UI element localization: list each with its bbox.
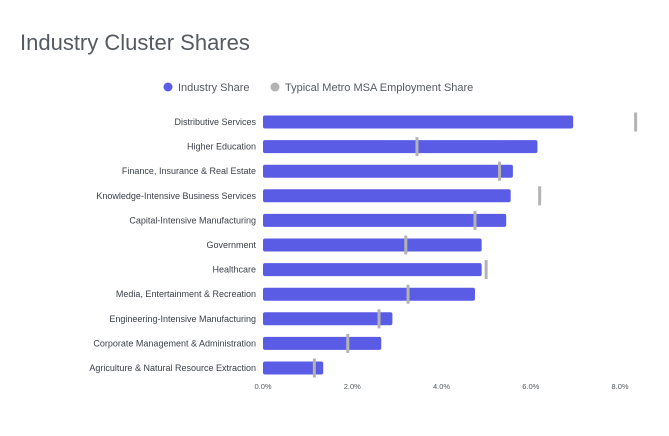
- bar-industry-share: [263, 287, 475, 301]
- marker-typical-metro-share: [377, 309, 381, 329]
- marker-typical-metro-share: [406, 284, 410, 304]
- marker-typical-metro-share: [498, 161, 502, 181]
- legend-label-industry-share: Industry Share: [178, 82, 250, 94]
- marker-typical-metro-share: [404, 235, 408, 255]
- category-label: Engineering-Intensive Manufacturing: [109, 314, 256, 324]
- category-label: Finance, Insurance & Real Estate: [122, 166, 256, 176]
- legend-swatch-typical-metro: [270, 82, 280, 92]
- bar-industry-share: [263, 164, 513, 178]
- bar-industry-share: [263, 361, 324, 375]
- marker-typical-metro-share: [473, 210, 477, 230]
- legend-label-typical-metro: Typical Metro MSA Employment Share: [285, 82, 473, 94]
- category-label: Corporate Management & Administration: [93, 338, 256, 348]
- category-label: Healthcare: [212, 265, 256, 275]
- category-label: Knowledge-Intensive Business Services: [96, 191, 256, 201]
- category-label: Higher Education: [187, 142, 256, 152]
- bar-industry-share: [263, 312, 393, 326]
- bar-industry-share: [263, 140, 538, 154]
- legend-swatch-industry-share: [163, 82, 173, 92]
- x-tick-label: 4.0%: [433, 382, 450, 391]
- category-label: Capital-Intensive Manufacturing: [129, 215, 256, 225]
- category-label: Government: [206, 240, 256, 250]
- marker-typical-metro-share: [634, 112, 638, 132]
- bar-industry-share: [263, 213, 507, 227]
- x-tick-label: 2.0%: [344, 382, 361, 391]
- chart-title: Industry Cluster Shares: [20, 30, 250, 55]
- marker-typical-metro-share: [538, 186, 542, 206]
- x-tick-label: 6.0%: [522, 382, 539, 391]
- marker-typical-metro-share: [415, 137, 419, 157]
- bar-industry-share: [263, 115, 574, 129]
- x-tick-label: 8.0%: [611, 382, 628, 391]
- category-label: Distributive Services: [174, 117, 256, 127]
- marker-typical-metro-share: [346, 333, 350, 353]
- category-label: Agriculture & Natural Resource Extractio…: [89, 363, 256, 373]
- category-label: Media, Entertainment & Recreation: [116, 289, 256, 299]
- bar-industry-share: [263, 263, 482, 277]
- x-tick-label: 0.0%: [254, 382, 271, 391]
- bar-industry-share: [263, 238, 482, 252]
- bar-industry-share: [263, 189, 511, 203]
- marker-typical-metro-share: [312, 358, 316, 378]
- marker-typical-metro-share: [484, 260, 488, 280]
- bar-industry-share: [263, 336, 382, 350]
